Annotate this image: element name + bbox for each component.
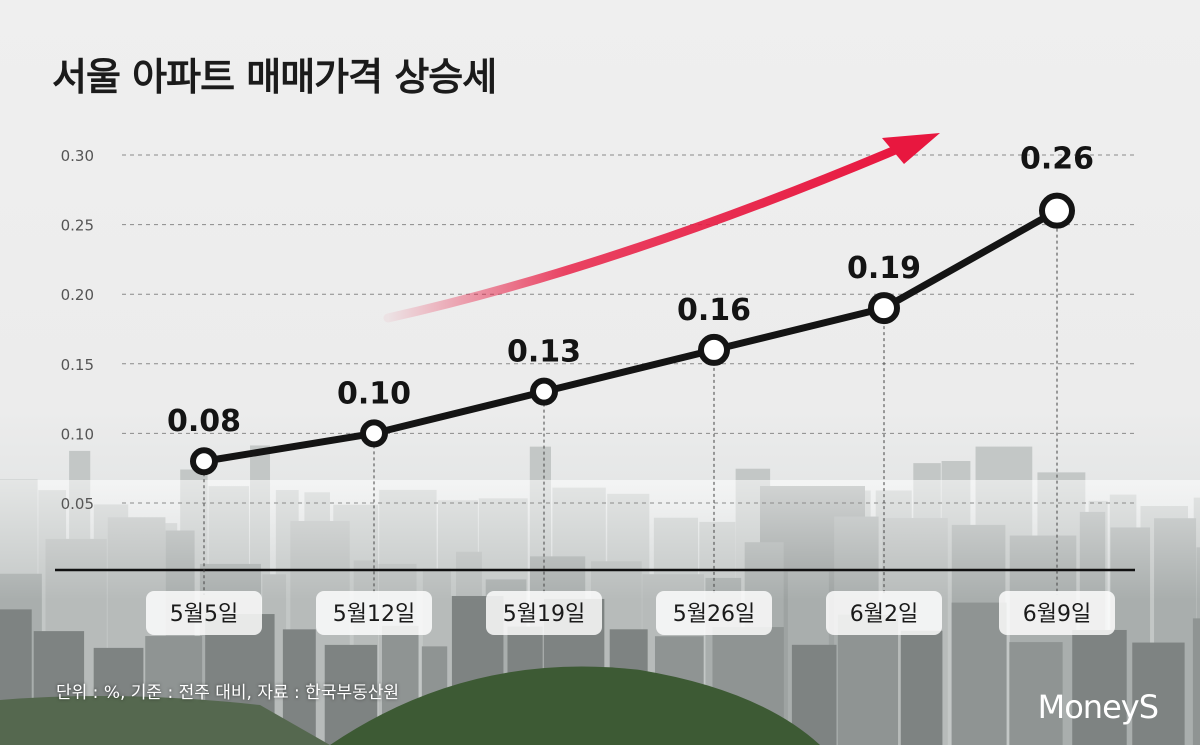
data-label: 0.08 xyxy=(167,404,241,439)
x-label-box xyxy=(999,591,1115,635)
x-tick-label: 5월19일 xyxy=(503,602,585,627)
y-tick-label: 0.10 xyxy=(61,425,94,443)
trend-arrow-head xyxy=(882,133,940,164)
y-tick-label: 0.30 xyxy=(61,147,94,165)
moneys-logo: MoneyS xyxy=(1037,688,1159,726)
chart-title: 서울 아파트 매매가격 상승세 xyxy=(52,55,497,99)
building xyxy=(1072,629,1127,745)
haze xyxy=(0,480,1200,600)
data-point xyxy=(698,333,730,366)
y-tick-label: 0.25 xyxy=(61,217,94,235)
x-label-box xyxy=(486,591,602,635)
x-label-box xyxy=(316,591,432,635)
building xyxy=(1009,642,1063,745)
building xyxy=(791,644,837,745)
data-point xyxy=(530,377,558,406)
x-tick-label: 5월5일 xyxy=(170,602,238,627)
building xyxy=(900,630,943,745)
data-label: 0.26 xyxy=(1020,142,1094,177)
y-tick-label: 0.05 xyxy=(61,495,94,513)
x-tick-label: 6월9일 xyxy=(1023,602,1091,627)
data-label: 0.16 xyxy=(677,293,751,328)
x-label-box xyxy=(146,591,262,635)
building xyxy=(837,614,899,745)
source-note: 단위 : %, 기준 : 전주 대비, 자료 : 한국부동산원 xyxy=(56,683,400,703)
data-point xyxy=(190,447,218,476)
series-line xyxy=(203,207,1059,465)
x-label-box xyxy=(826,591,942,635)
data-point xyxy=(868,292,900,325)
x-tick-label: 5월12일 xyxy=(333,602,415,627)
data-label: 0.13 xyxy=(507,335,581,370)
hill xyxy=(330,666,820,745)
x-tick-label: 5월26일 xyxy=(673,602,755,627)
hill xyxy=(0,696,330,745)
trend-arrow-shaft xyxy=(383,143,905,323)
x-label-box xyxy=(656,591,772,635)
data-point xyxy=(1039,192,1075,229)
y-tick-label: 0.15 xyxy=(61,356,94,374)
data-label: 0.19 xyxy=(847,251,921,286)
building xyxy=(1132,642,1185,745)
building xyxy=(951,602,1007,745)
y-tick-label: 0.20 xyxy=(61,286,94,304)
x-tick-label: 6월2일 xyxy=(850,602,918,627)
data-point xyxy=(360,419,388,448)
building xyxy=(1192,618,1200,745)
data-label: 0.10 xyxy=(337,376,411,411)
